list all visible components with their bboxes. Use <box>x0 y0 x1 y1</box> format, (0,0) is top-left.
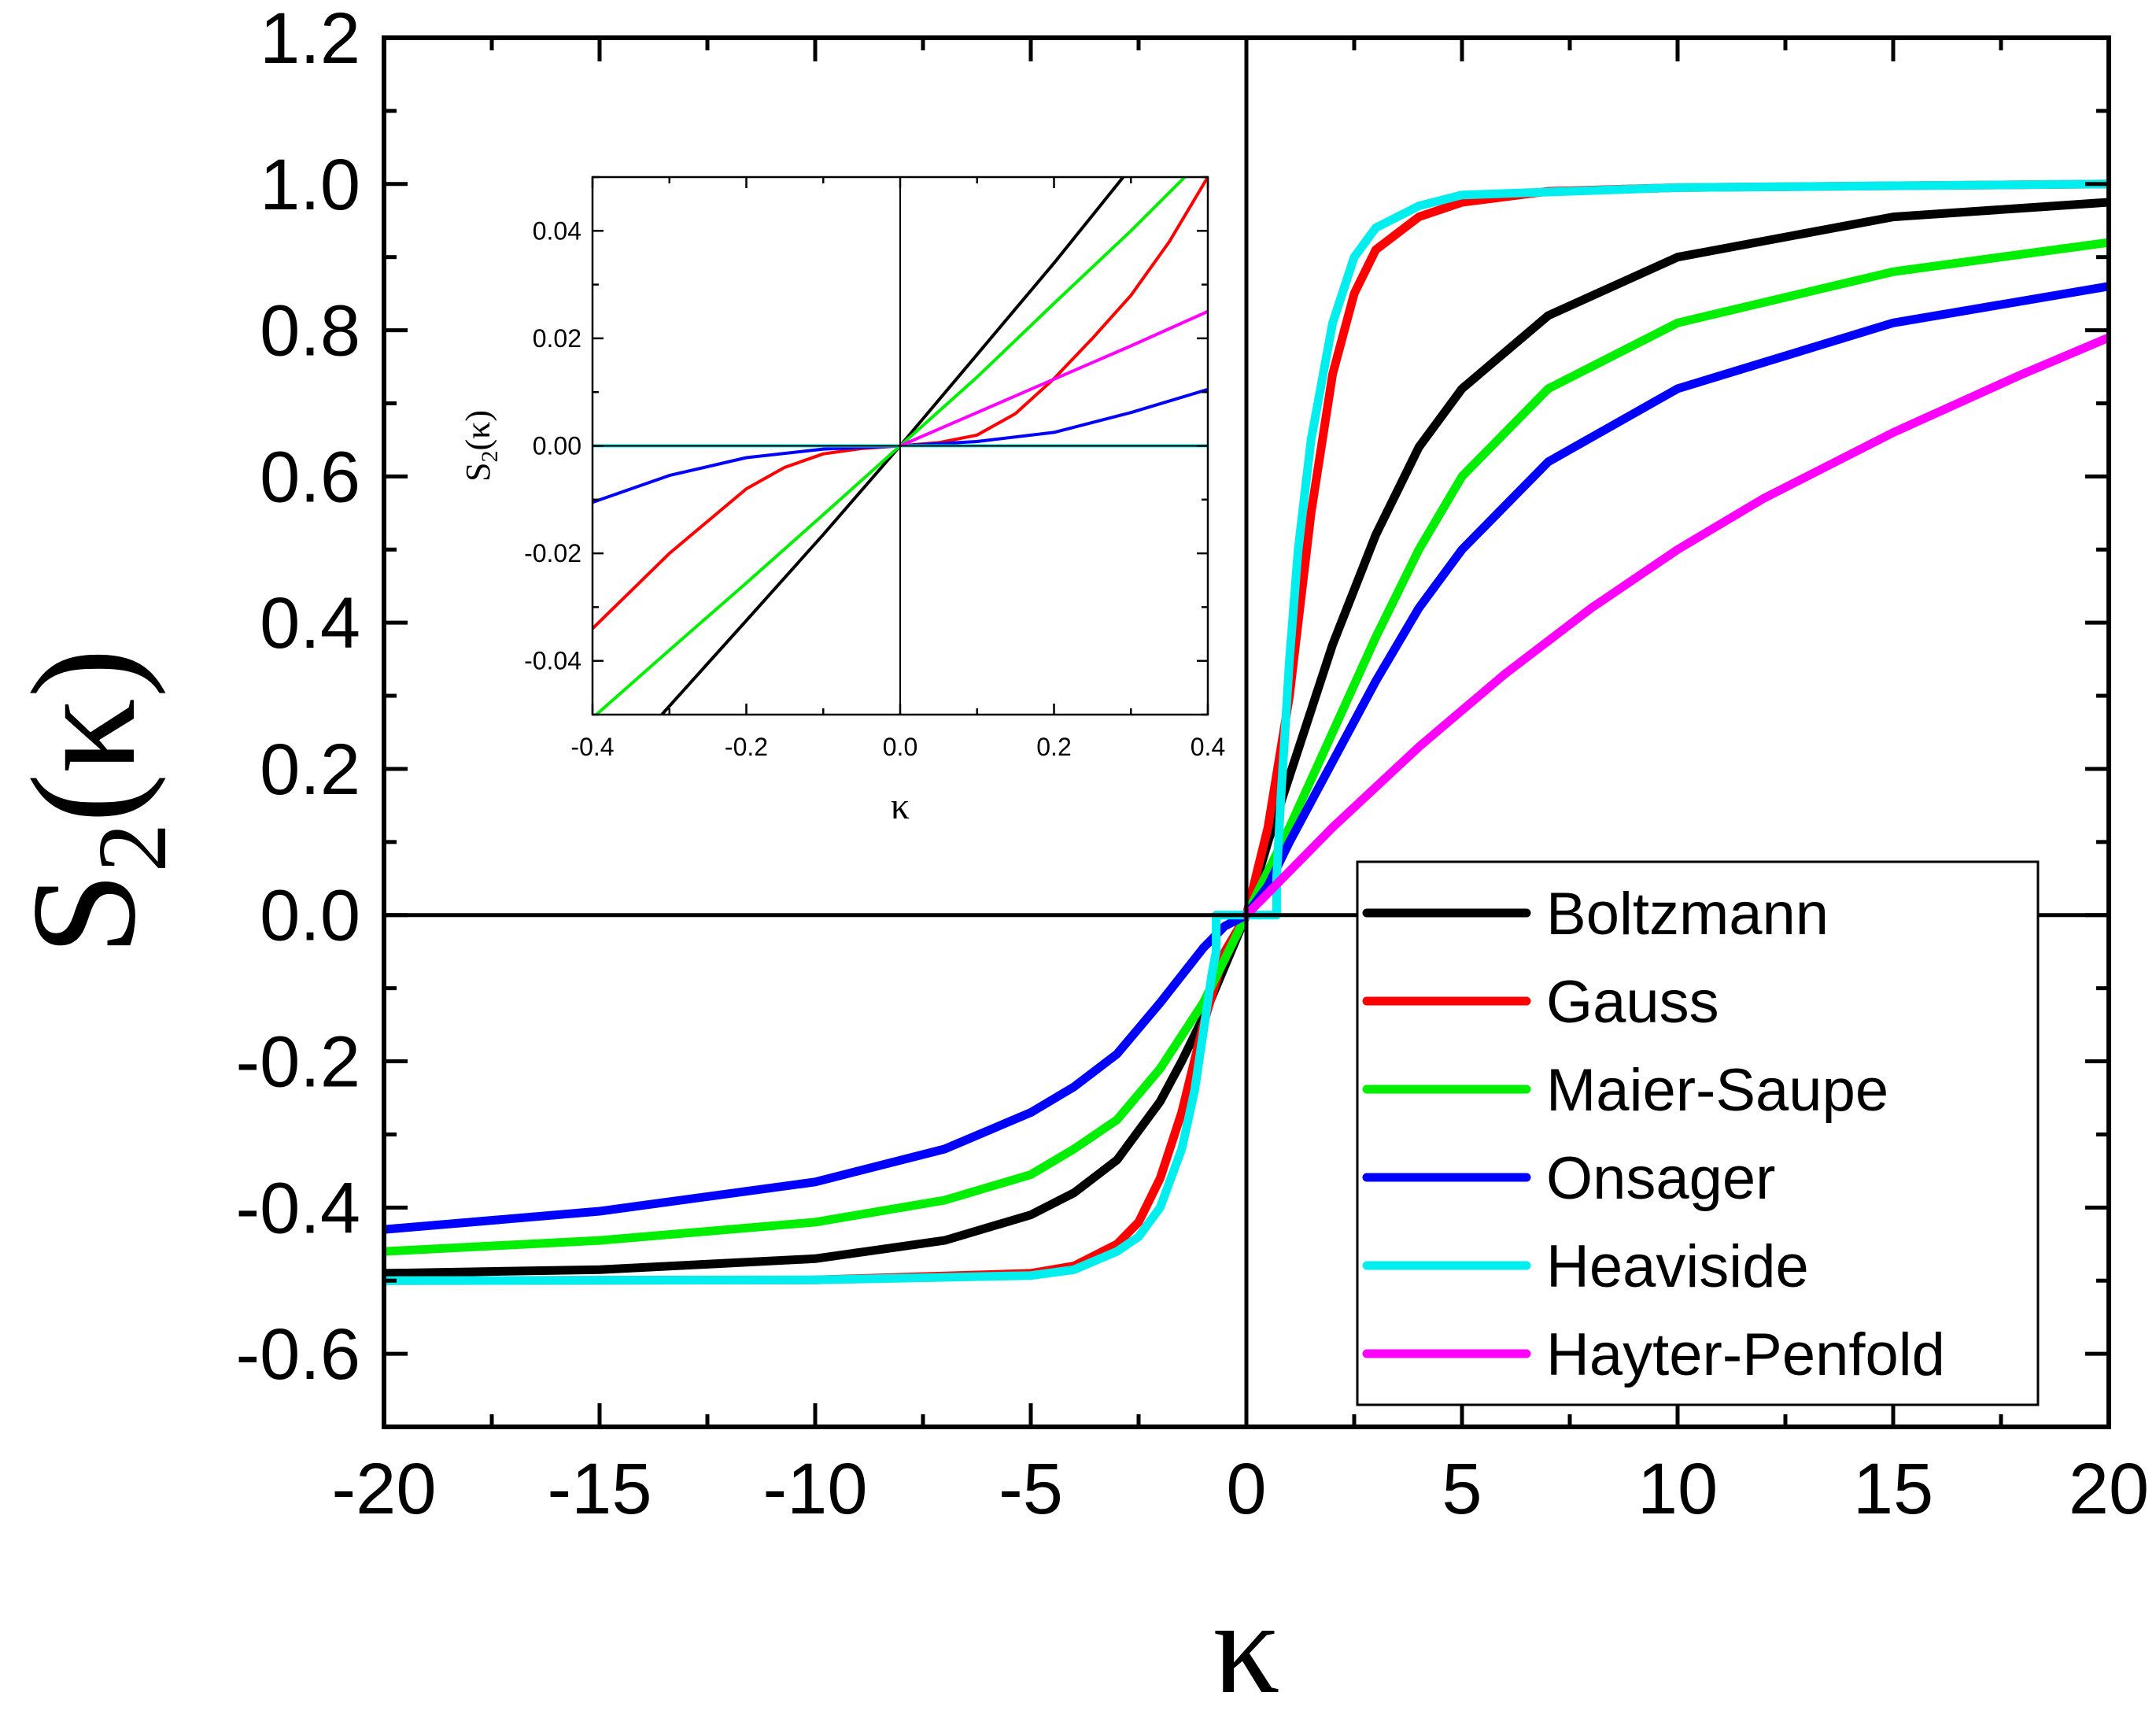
inset-x-axis-title: κ <box>891 785 910 827</box>
main-y-tick-label: -0.6 <box>235 1314 360 1395</box>
main-y-axis-title-base: S <box>2 872 167 955</box>
main-x-tick-label: 10 <box>1637 1449 1718 1529</box>
legend: Boltzmann Gauss Maier-Saupe Onsager Heavisid… <box>1356 860 2040 1406</box>
inset-x-tick-label: -0.4 <box>570 733 614 761</box>
legend-box <box>1356 860 2040 1406</box>
main-x-tick-label: 0 <box>1226 1449 1266 1529</box>
legend-label-maier-saupe: Maier-Saupe <box>1546 1057 1888 1124</box>
inset-plot: -0.4 -0.2 0.0 0.2 0.4 -0.04 -0.02 0.00 0.02 0.04 <box>524 176 1225 761</box>
legend-label-boltzmann: Boltzmann <box>1546 881 1829 948</box>
main-x-tick-label: -10 <box>763 1449 868 1529</box>
inset-y-axis-title-base: S <box>459 463 497 482</box>
main-tick-labels: -20 -15 -10 -5 0 5 10 15 20 -0.6 -0.4 -0.2 0.0 0.2 0.4… <box>235 0 2149 1529</box>
inset-zero-lines <box>593 177 1208 715</box>
main-y-tick-label: -0.2 <box>235 1022 360 1103</box>
inset-tick-labels: -0.4 -0.2 0.0 0.2 0.4 -0.04 -0.02 0.00 0.02 0.04 <box>524 216 1225 761</box>
main-y-tick-label: 1.2 <box>260 0 360 79</box>
inset-y-tick-label: -0.02 <box>524 539 581 567</box>
main-plot-frame <box>382 35 2111 1429</box>
main-x-tick-label: 15 <box>1853 1449 1933 1529</box>
main-plot: -20 -15 -10 -5 0 5 10 15 20 -0.6 -0.4 -0.2 0.0 0.2 0.4… <box>235 0 2149 1529</box>
inset-x-tick-label: -0.2 <box>725 733 768 761</box>
inset-plot-frame <box>591 176 1209 716</box>
main-y-axis-title-arg: (κ) <box>2 649 167 823</box>
main-x-tick-label: 5 <box>1442 1449 1482 1529</box>
legend-label-gauss: Gauss <box>1546 969 1719 1036</box>
main-y-tick-label: 0.8 <box>260 291 360 371</box>
main-y-tick-label: 0.2 <box>260 730 360 810</box>
main-y-tick-label: 1.0 <box>260 145 360 225</box>
legend-items: Boltzmann Gauss Maier-Saupe Onsager Heavisid… <box>1362 881 1945 1388</box>
main-x-tick-label: -15 <box>548 1449 652 1529</box>
inset-y-tick-label: 0.00 <box>533 432 581 460</box>
main-series-hayter-penfold <box>1242 333 2109 920</box>
inset-series-hayter-penfold <box>899 309 1208 448</box>
legend-label-onsager: Onsager <box>1546 1145 1776 1212</box>
inset-x-tick-label: 0.4 <box>1191 733 1225 761</box>
main-x-tick-label: -20 <box>332 1449 437 1529</box>
main-y-tick-label: 0.4 <box>260 583 360 663</box>
inset-x-tick-label: 0.0 <box>883 733 917 761</box>
inset-x-tick-label: 0.2 <box>1036 733 1071 761</box>
legend-label-heaviside: Heaviside <box>1546 1233 1809 1300</box>
main-y-tick-label: 0.0 <box>260 876 360 956</box>
main-y-tick-label: 0.6 <box>260 437 360 517</box>
main-series-gauss <box>384 179 2109 1285</box>
inset-y-axis-title-subscript: 2 <box>477 451 503 463</box>
inset-y-tick-label: 0.04 <box>533 216 581 245</box>
inset-y-axis-title: S2(κ) <box>459 410 503 482</box>
inset-y-tick-label: 0.02 <box>533 324 581 353</box>
inset-y-tick-label: -0.04 <box>524 647 581 675</box>
legend-label-hayter-penfold: Hayter-Penfold <box>1546 1321 1945 1388</box>
main-x-tick-label: 20 <box>2069 1449 2149 1529</box>
main-y-tick-label: -0.4 <box>235 1168 360 1248</box>
main-y-axis-title-subscript: 2 <box>79 823 187 873</box>
inset-y-axis-title-arg: (κ) <box>459 410 497 450</box>
main-x-axis-title: κ <box>1213 1573 1280 1721</box>
main-y-axis-title: S2(κ) <box>2 649 187 955</box>
main-x-tick-label: -5 <box>999 1449 1063 1529</box>
